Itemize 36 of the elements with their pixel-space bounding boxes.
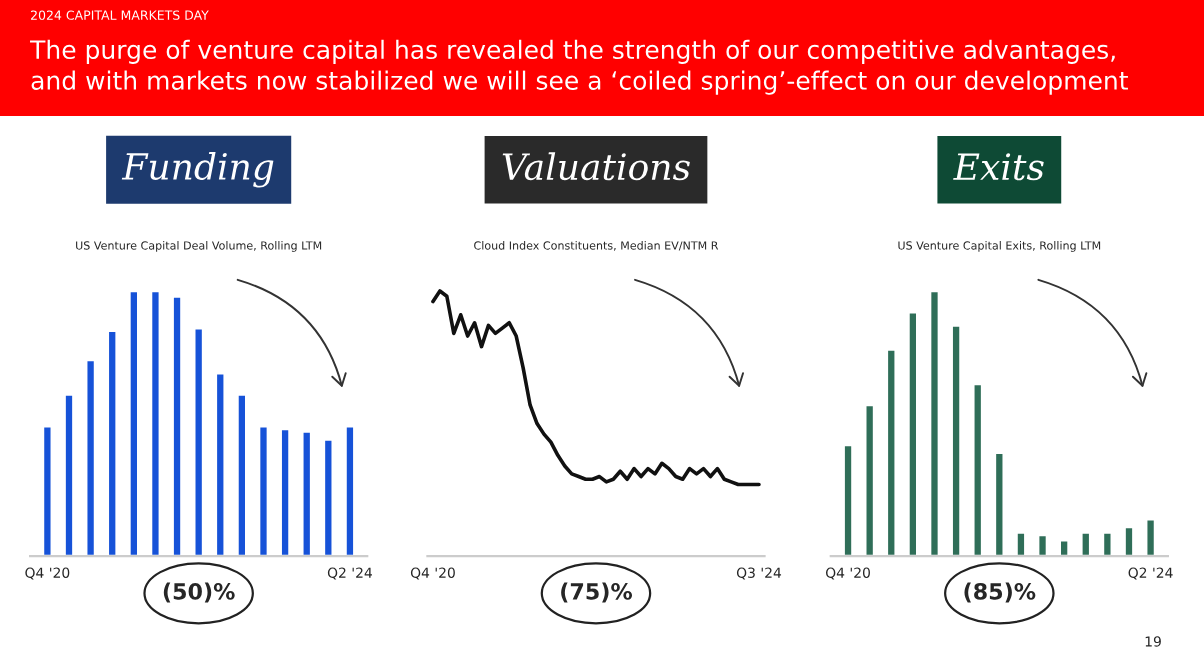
bar — [1058, 538, 1071, 557]
bar — [993, 451, 1006, 557]
bar — [906, 310, 919, 557]
bar — [1101, 530, 1114, 557]
bar — [127, 289, 140, 557]
bar — [192, 326, 205, 557]
bar — [149, 289, 162, 557]
bar — [63, 392, 75, 557]
chart-title: Exits — [953, 153, 1044, 181]
chart-title: Valuations — [502, 152, 690, 181]
bar — [344, 424, 356, 557]
bar — [84, 358, 97, 557]
bar — [1144, 517, 1157, 557]
bar — [300, 430, 313, 557]
text: (75)% — [561, 582, 633, 603]
bar — [885, 347, 898, 557]
bar — [1015, 530, 1027, 557]
bar — [971, 382, 984, 557]
bar — [1079, 530, 1092, 557]
text: (50)% — [163, 582, 235, 603]
bar — [214, 371, 227, 557]
bar — [1123, 525, 1135, 557]
bar — [950, 324, 963, 557]
bar — [257, 424, 270, 557]
text: (85)% — [964, 582, 1036, 603]
bar — [322, 438, 335, 557]
bar — [863, 403, 876, 557]
bar — [41, 424, 54, 557]
bar — [928, 289, 941, 557]
bar — [842, 443, 854, 557]
bar — [279, 427, 292, 557]
bar — [171, 294, 183, 557]
bar — [235, 392, 248, 557]
chart-title: Funding — [121, 152, 274, 188]
text: The purge of venture capital has revealed the strength of our competitive advantages, and with markets now stabilized we will see a ‘coiled spring’-effect on our development — [30, 39, 1128, 95]
bar — [106, 329, 119, 557]
